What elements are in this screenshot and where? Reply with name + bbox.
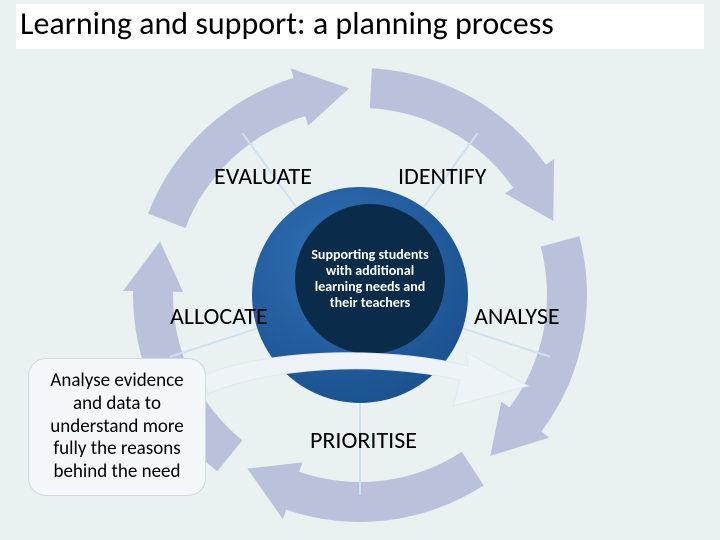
stage-evaluate: EVALUATE <box>214 162 312 191</box>
slide: Learning and support: a planning process… <box>0 0 720 540</box>
stage-identify: IDENTIFY <box>398 162 487 191</box>
callout-box: Analyse evidence and data to understand … <box>28 358 206 496</box>
callout-text: Analyse evidence and data to understand … <box>37 370 197 484</box>
center-hub-text: Supporting students with additional lear… <box>303 247 437 311</box>
stage-analyse: ANALYSE <box>474 302 560 331</box>
cycle-diagram: Supporting students with additional lear… <box>0 58 720 540</box>
highlight-arrow-icon <box>198 346 538 436</box>
stage-allocate: ALLOCATE <box>170 302 268 331</box>
center-hub: Supporting students with additional lear… <box>295 204 445 354</box>
page-title: Learning and support: a planning process <box>16 4 704 49</box>
